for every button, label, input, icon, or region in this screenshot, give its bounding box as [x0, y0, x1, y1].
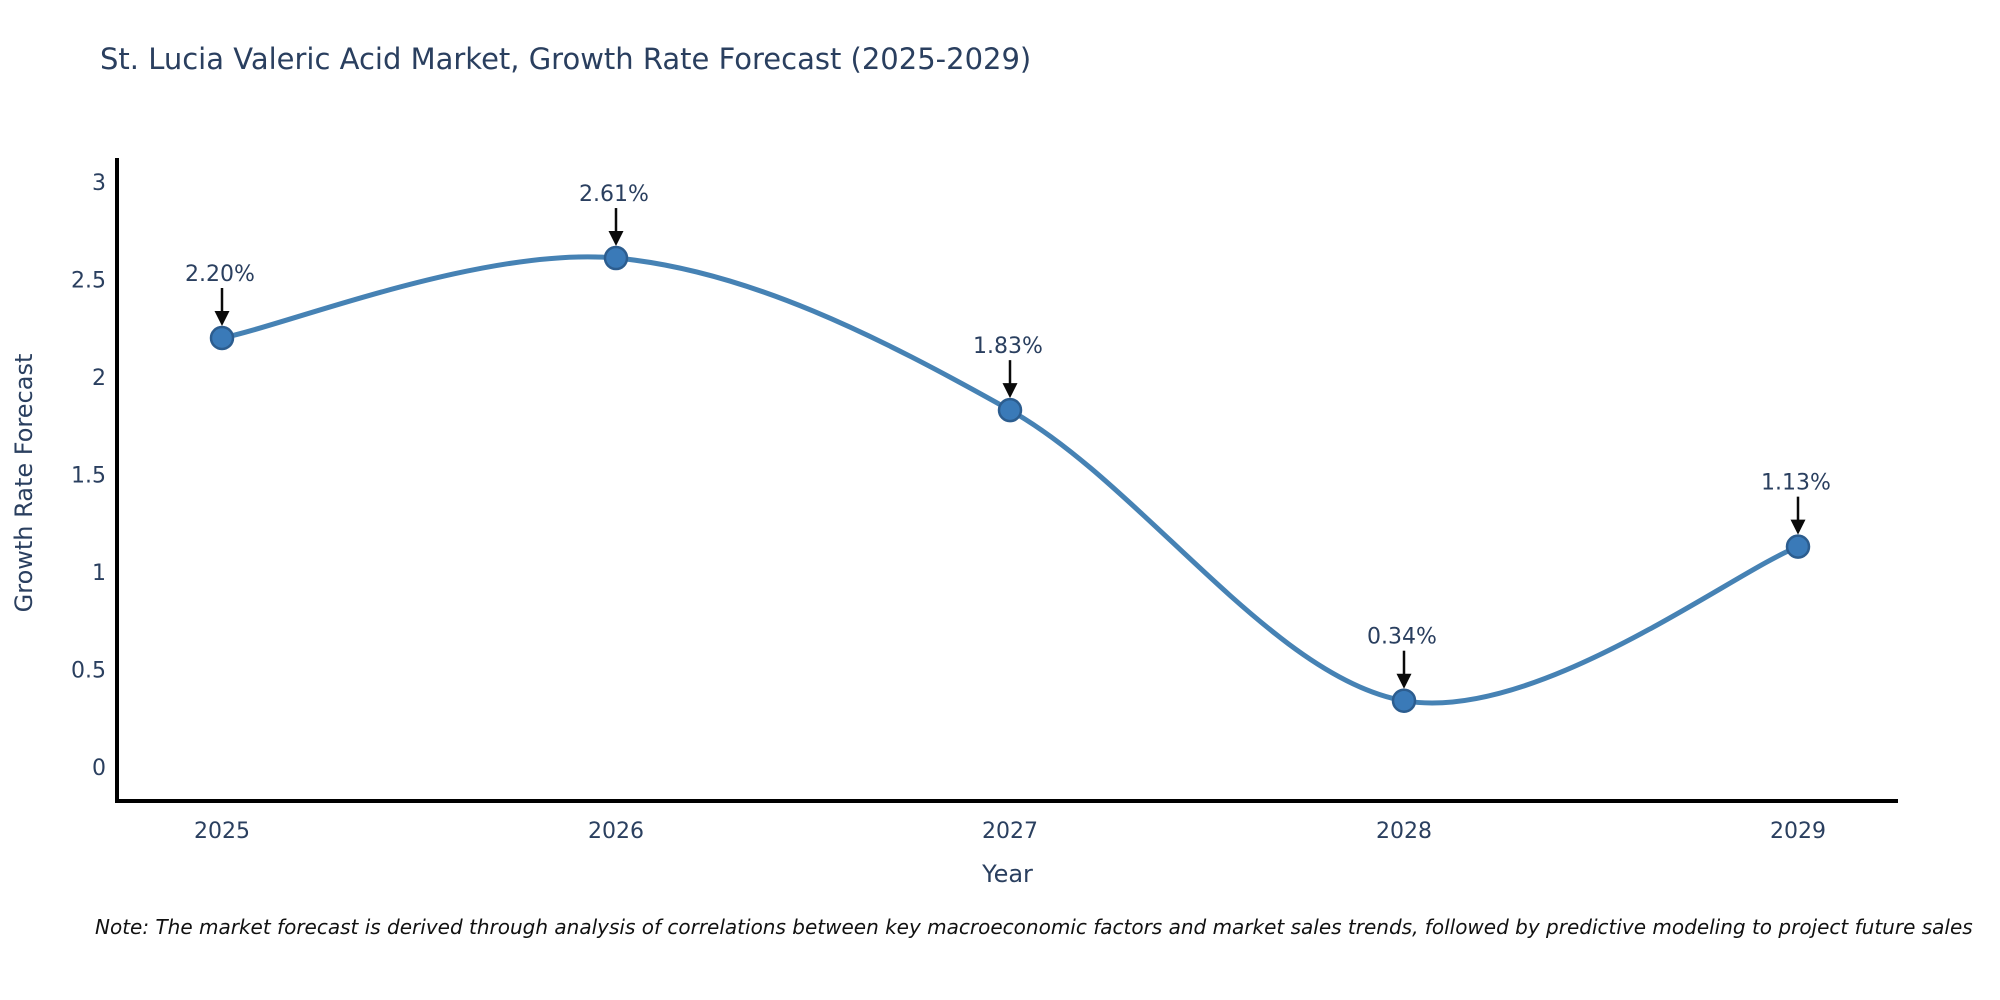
annotation-arrowhead [214, 311, 230, 326]
data-point-2027 [997, 397, 1023, 423]
y-tick-label: 2.5 [71, 269, 106, 294]
data-point-2029 [1785, 534, 1811, 559]
annotation-arrowhead [1790, 519, 1806, 535]
y-tick-label: 2 [92, 366, 106, 391]
annotation-arrowhead [1002, 383, 1018, 399]
point-label: 2.61% [579, 182, 649, 207]
x-tick-label: 2025 [194, 819, 250, 844]
chart-title: St. Lucia Valeric Acid Market, Growth Ra… [100, 42, 1032, 76]
point-label: 0.34% [1367, 625, 1437, 650]
y-tick-label: 0.5 [71, 659, 106, 684]
annotation-arrowhead [1396, 673, 1412, 689]
y-axis-title: Growth Rate Forecast [10, 354, 38, 613]
y-tick-label: 1 [92, 561, 106, 586]
data-point-2028 [1391, 688, 1417, 713]
y-tick-label: 0 [92, 756, 106, 781]
x-axis-title: Year [981, 860, 1033, 888]
point-label: 1.83% [973, 334, 1043, 359]
x-tick-label: 2027 [982, 819, 1038, 844]
x-tick-label: 2028 [1376, 819, 1432, 844]
y-tick-label: 1.5 [71, 464, 106, 489]
trend-line [219, 254, 1801, 706]
annotation-arrowhead [608, 231, 624, 247]
footnote: Note: The market forecast is derived thr… [95, 915, 1973, 939]
x-tick-label: 2026 [588, 819, 644, 844]
x-tick-label: 2029 [1770, 819, 1826, 844]
data-point-2025 [209, 325, 235, 351]
point-label: 2.20% [185, 262, 255, 287]
point-label: 1.13% [1761, 471, 1831, 496]
data-point-2026 [603, 245, 629, 271]
y-tick-label: 3 [92, 171, 106, 196]
